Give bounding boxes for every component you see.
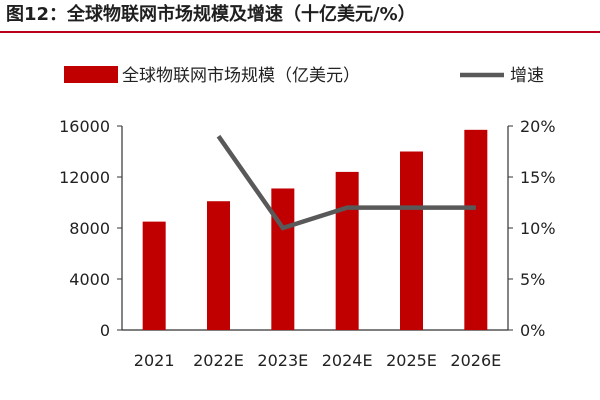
left-tick-label: 16000 <box>59 117 110 136</box>
right-tick-label: 5% <box>520 270 545 289</box>
left-tick-label: 12000 <box>59 168 110 187</box>
right-tick-label: 0% <box>520 321 545 340</box>
title-divider <box>0 31 600 33</box>
growth-rate-line <box>216 134 476 231</box>
x-tick-label: 2021 <box>134 351 175 370</box>
right-tick-label: 20% <box>520 117 556 136</box>
legend-line-label: 增速 <box>510 66 544 86</box>
legend-bar-label: 全球物联网市场规模（亿美元） <box>122 66 360 86</box>
bar-2026e <box>464 129 488 330</box>
left-tick-label: 0 <box>100 321 110 340</box>
x-tick-label: 2026E <box>450 351 501 370</box>
x-tick-label: 2024E <box>322 351 373 370</box>
right-tick-label: 15% <box>520 168 556 187</box>
bar-2021 <box>142 221 166 330</box>
bar-2023e <box>271 188 295 330</box>
chart-title: 图12：全球物联网市场规模及增速（十亿美元/%） <box>6 4 416 25</box>
x-tick-label: 2022E <box>193 351 244 370</box>
left-tick-label: 4000 <box>69 270 110 289</box>
x-tick-label: 2023E <box>257 351 308 370</box>
bar-2024e <box>335 171 359 330</box>
bar-2025e <box>400 151 423 330</box>
bar-2022e <box>207 201 230 330</box>
legend-bar-swatch <box>64 66 118 83</box>
x-tick-label: 2025E <box>386 351 437 370</box>
right-tick-label: 10% <box>520 219 556 238</box>
left-tick-label: 8000 <box>69 219 110 238</box>
